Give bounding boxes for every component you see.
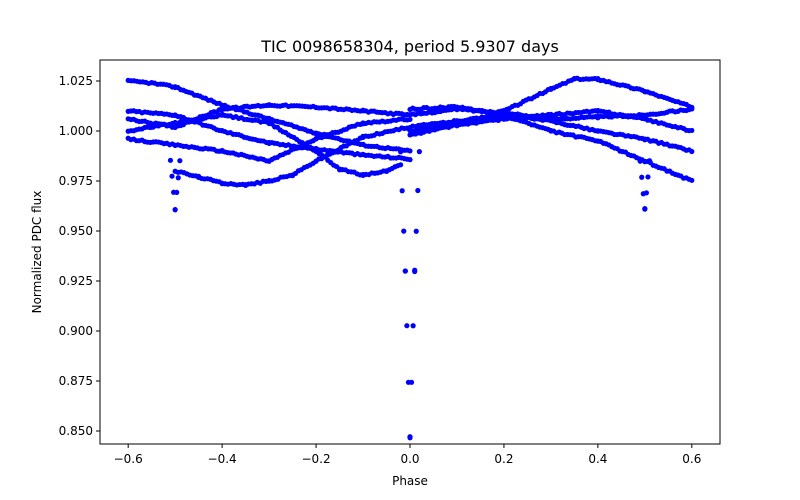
y-tick-label: 0.875: [59, 374, 93, 388]
x-tick-label: −0.6: [114, 452, 143, 466]
data-point: [407, 434, 413, 440]
y-tick-label: 0.975: [59, 174, 93, 188]
data-point: [410, 323, 416, 329]
data-point: [637, 158, 643, 164]
data-point: [413, 228, 419, 234]
x-tick-label: −0.4: [208, 452, 237, 466]
data-point: [643, 190, 650, 196]
chart-title: TIC 0098658304, period 5.9307 days: [260, 37, 559, 56]
data-point: [167, 157, 174, 163]
data-point: [689, 177, 695, 183]
y-tick-label: 0.950: [59, 224, 93, 238]
y-tick-label: 0.900: [59, 324, 93, 338]
data-point: [407, 157, 413, 163]
y-tick-label: 0.925: [59, 274, 93, 288]
data-point: [177, 158, 183, 164]
data-point: [645, 174, 651, 180]
data-point: [689, 127, 695, 134]
data-point: [402, 268, 408, 274]
data-point: [172, 206, 178, 213]
data-point: [416, 149, 422, 155]
x-tick-label: 0.6: [682, 452, 701, 466]
x-tick-label: 0.4: [588, 452, 607, 466]
data-point: [642, 206, 648, 212]
data-point: [415, 187, 421, 194]
data-point: [398, 162, 404, 168]
data-point: [401, 228, 407, 234]
x-axis-label: Phase: [392, 474, 428, 488]
y-axis-ticks: 0.850 0.875 0.900 0.925 0.950 0.975 1.000 1.025: [59, 74, 100, 438]
y-tick-label: 1.000: [59, 124, 93, 138]
data-point: [639, 174, 645, 180]
x-axis-ticks: −0.6 −0.4 −0.2 0.0 0.2 0.4 0.6: [114, 444, 701, 466]
data-point: [404, 323, 410, 329]
data-point: [174, 189, 180, 195]
data-point: [689, 148, 695, 155]
y-axis-label: Normalized PDC flux: [30, 191, 44, 314]
data-points: [125, 75, 695, 441]
data-point: [398, 149, 404, 155]
data-point: [408, 379, 415, 385]
data-point: [407, 148, 413, 154]
data-point: [399, 188, 405, 194]
x-tick-label: 0.2: [494, 452, 513, 466]
data-point: [169, 173, 175, 179]
data-point: [175, 175, 181, 181]
data-point: [412, 267, 418, 273]
y-tick-label: 1.025: [59, 74, 93, 88]
x-tick-label: 0.0: [400, 452, 419, 466]
y-tick-label: 0.850: [59, 424, 93, 438]
data-point: [689, 106, 695, 112]
data-point: [407, 116, 413, 123]
x-tick-label: −0.2: [301, 452, 330, 466]
data-point: [646, 158, 653, 164]
